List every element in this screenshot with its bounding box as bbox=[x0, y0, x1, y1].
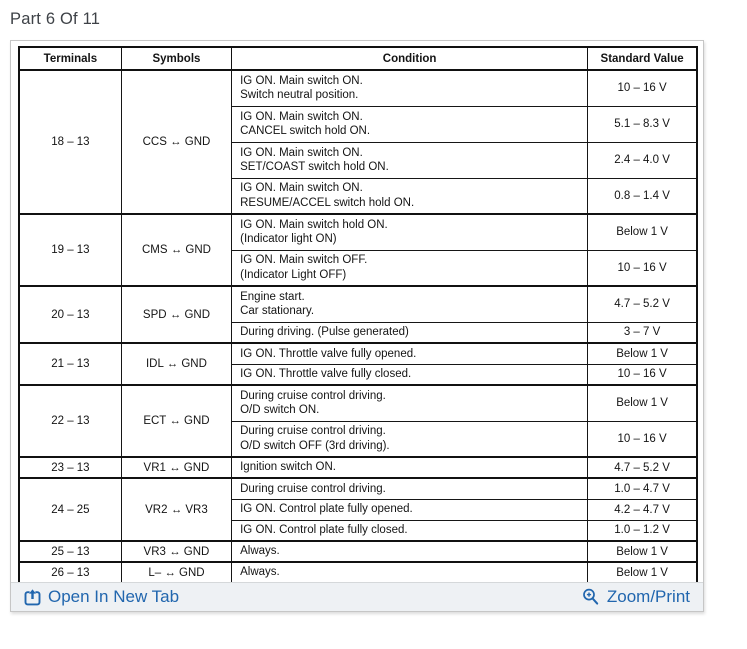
terminals-cell: 24 – 25 bbox=[18, 477, 122, 542]
terminals-cell: 18 – 13 bbox=[18, 69, 122, 215]
zoom-magnifier-icon bbox=[582, 588, 600, 606]
condition-cell: IG ON. Main switch ON. SET/COAST switch … bbox=[231, 141, 589, 179]
standard-value-cell: 4.7 – 5.2 V bbox=[587, 456, 698, 479]
condition-cell: During cruise control driving. O/D switc… bbox=[231, 384, 589, 422]
table-row: IG ON. Throttle valve fully closed. 10 – … bbox=[19, 363, 698, 386]
condition-cell: Always. bbox=[231, 561, 589, 584]
symbols-cell: CCS ↔ GND bbox=[120, 69, 233, 215]
terminal-table-body: 18 – 13 CCS ↔ GND IG ON. Main switch ON. S… bbox=[18, 69, 698, 584]
terminals-cell: 20 – 13 bbox=[18, 285, 122, 344]
table-row: 19 – 13 CMS ↔ GND IG ON. Main switch hold … bbox=[18, 213, 698, 287]
terminal-spec-table: Terminals Symbols Condition Standard Value … bbox=[18, 46, 698, 584]
table-row: 23 – 13 VR1 ↔ GND Ignition switch ON. 4.7 –… bbox=[18, 456, 698, 479]
condition-cell: IG ON. Main switch ON. CANCEL switch hol… bbox=[231, 105, 589, 143]
standard-value-cell: Below 1 V bbox=[587, 540, 698, 563]
standard-value-cell: Below 1 V bbox=[587, 384, 698, 422]
viewer-footer-bar: Open In New Tab Zoom/Print bbox=[11, 582, 703, 611]
standard-value-cell: 10 – 16 V bbox=[587, 363, 698, 386]
table-row: 22 – 13 ECT ↔ GND During cruise control dr… bbox=[18, 384, 698, 458]
condition-cell: Ignition switch ON. bbox=[231, 456, 589, 479]
table-header-row: Terminals Symbols Condition Standard Value bbox=[18, 46, 698, 71]
standard-value-cell: 4.7 – 5.2 V bbox=[587, 285, 698, 323]
symbols-cell: SPD ↔ GND bbox=[120, 285, 233, 344]
table-row: IG ON. Main switch ON. RESUME/ACCEL swit… bbox=[19, 177, 698, 215]
standard-value-cell: 5.1 – 8.3 V bbox=[587, 105, 698, 143]
zoom-print-link[interactable]: Zoom/Print bbox=[582, 587, 690, 607]
table-row: 18 – 13 CCS ↔ GND IG ON. Main switch ON. S… bbox=[18, 69, 698, 215]
column-header: Condition bbox=[231, 46, 589, 71]
column-header: Standard Value bbox=[587, 46, 698, 71]
symbols-cell: VR3 ↔ GND bbox=[120, 540, 233, 563]
terminals-cell: 19 – 13 bbox=[18, 213, 122, 287]
condition-cell: During cruise control driving. O/D switc… bbox=[231, 420, 589, 458]
condition-cell: IG ON. Control plate fully closed. bbox=[231, 519, 589, 542]
table-row: 26 – 13 L– ↔ GND Always. Below 1 V bbox=[18, 561, 698, 584]
open-in-new-tab-label: Open In New Tab bbox=[48, 587, 180, 606]
standard-value-cell: Below 1 V bbox=[587, 213, 698, 251]
terminals-cell: 21 – 13 bbox=[18, 342, 122, 386]
zoom-print-label: Zoom/Print bbox=[606, 587, 690, 606]
condition-cell: IG ON. Main switch hold ON. (Indicator l… bbox=[231, 213, 589, 251]
standard-value-cell: 1.0 – 1.2 V bbox=[587, 519, 698, 542]
table-row: 20 – 13 SPD ↔ GND Engine start. Car statio… bbox=[18, 285, 698, 344]
standard-value-cell: 3 – 7 V bbox=[587, 321, 698, 344]
condition-cell: Always. bbox=[231, 540, 589, 563]
symbols-cell: L– ↔ GND bbox=[120, 561, 233, 584]
standard-value-cell: Below 1 V bbox=[587, 561, 698, 584]
symbols-cell: IDL ↔ GND bbox=[120, 342, 233, 386]
table-row: 21 – 13 IDL ↔ GND IG ON. Throttle valve fu… bbox=[18, 342, 698, 386]
condition-cell: IG ON. Main switch ON. Switch neutral po… bbox=[231, 69, 589, 107]
symbols-cell: VR2 ↔ VR3 bbox=[120, 477, 233, 542]
condition-cell: IG ON. Main switch OFF. (Indicator Light… bbox=[231, 249, 589, 287]
standard-value-cell: 10 – 16 V bbox=[587, 420, 698, 458]
condition-cell: IG ON. Main switch ON. RESUME/ACCEL swit… bbox=[231, 177, 589, 215]
condition-cell: During driving. (Pulse generated) bbox=[231, 321, 589, 344]
standard-value-cell: Below 1 V bbox=[587, 342, 698, 365]
terminals-cell: 26 – 13 bbox=[18, 561, 122, 584]
condition-cell: IG ON. Throttle valve fully opened. bbox=[231, 342, 589, 365]
open-in-new-tab-link[interactable]: Open In New Tab bbox=[24, 587, 179, 607]
document-viewer-panel: Terminals Symbols Condition Standard Value … bbox=[10, 40, 704, 612]
condition-cell: IG ON. Control plate fully opened. bbox=[231, 498, 589, 521]
symbols-cell: ECT ↔ GND bbox=[120, 384, 233, 458]
standard-value-cell: 10 – 16 V bbox=[587, 69, 698, 107]
open-in-new-tab-icon bbox=[24, 588, 41, 606]
condition-cell: Engine start. Car stationary. bbox=[231, 285, 589, 323]
standard-value-cell: 10 – 16 V bbox=[587, 249, 698, 287]
column-header: Symbols bbox=[120, 46, 233, 71]
terminals-cell: 22 – 13 bbox=[18, 384, 122, 458]
table-row: 24 – 25 VR2 ↔ VR3 During cruise control dr… bbox=[18, 477, 698, 542]
terminals-cell: 25 – 13 bbox=[18, 540, 122, 563]
symbols-cell: CMS ↔ GND bbox=[120, 213, 233, 287]
column-header: Terminals bbox=[18, 46, 122, 71]
document-scan-area: Terminals Symbols Condition Standard Value … bbox=[11, 41, 703, 584]
standard-value-cell: 0.8 – 1.4 V bbox=[587, 177, 698, 215]
table-row: IG ON. Main switch ON. CANCEL switch hol… bbox=[19, 105, 698, 143]
condition-cell: During cruise control driving. bbox=[231, 477, 589, 500]
standard-value-cell: 4.2 – 4.7 V bbox=[587, 498, 698, 521]
condition-cell: IG ON. Throttle valve fully closed. bbox=[231, 363, 589, 386]
terminals-cell: 23 – 13 bbox=[18, 456, 122, 479]
page-title: Part 6 Of 11 bbox=[10, 10, 101, 28]
standard-value-cell: 2.4 – 4.0 V bbox=[587, 141, 698, 179]
symbols-cell: VR1 ↔ GND bbox=[120, 456, 233, 479]
standard-value-cell: 1.0 – 4.7 V bbox=[587, 477, 698, 500]
table-row: 25 – 13 VR3 ↔ GND Always. Below 1 V bbox=[18, 540, 698, 563]
